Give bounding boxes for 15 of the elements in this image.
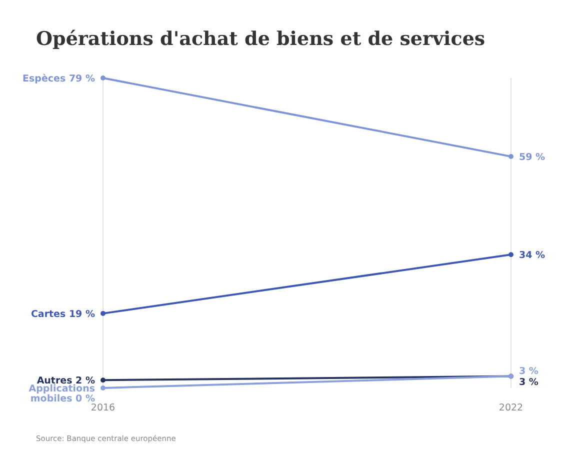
point xyxy=(100,386,106,390)
text: Espèces 79 % xyxy=(22,74,95,84)
data-label: 3 % xyxy=(519,377,539,388)
point xyxy=(508,154,514,159)
point xyxy=(100,76,106,80)
x-tick-label: 2022 xyxy=(498,402,524,414)
data-label: 34 % xyxy=(519,250,546,262)
data-label: 59 % xyxy=(519,152,546,163)
point xyxy=(100,378,106,383)
data-label: 3 % xyxy=(519,366,539,378)
chart-title: Opérations d'achat de biens et de services xyxy=(35,27,486,52)
x-tick-label: 2016 xyxy=(90,402,116,414)
text: Cartes 19 % xyxy=(30,308,95,320)
point xyxy=(508,252,514,258)
point xyxy=(100,310,106,316)
